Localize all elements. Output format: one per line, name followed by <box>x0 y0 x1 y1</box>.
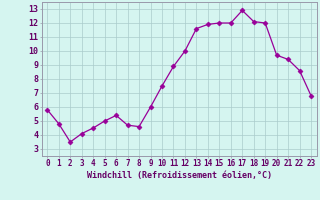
X-axis label: Windchill (Refroidissement éolien,°C): Windchill (Refroidissement éolien,°C) <box>87 171 272 180</box>
